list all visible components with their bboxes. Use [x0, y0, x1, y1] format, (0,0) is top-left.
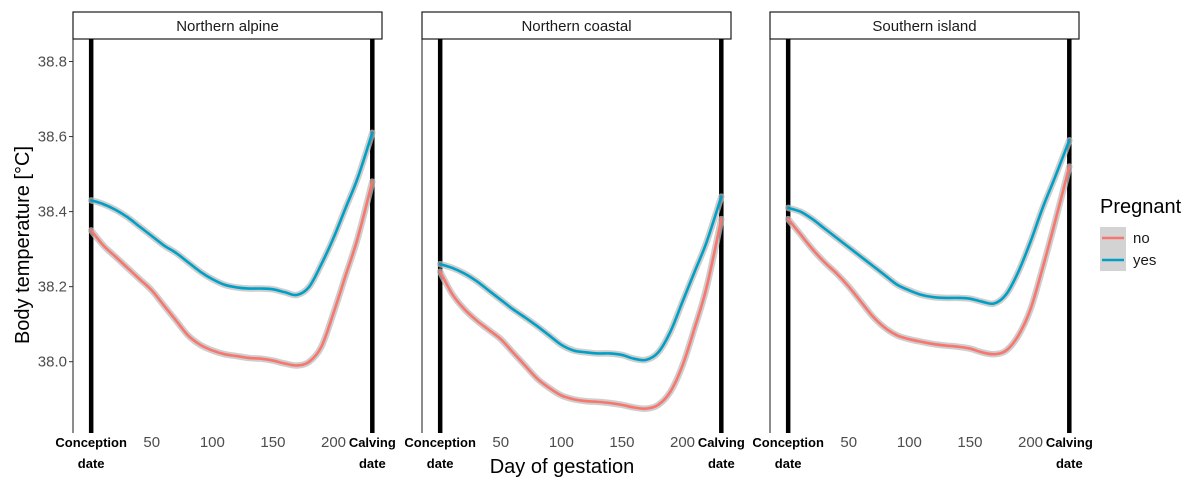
y-tick-label: 38.4 — [38, 204, 67, 221]
event-label: date — [427, 456, 454, 471]
strip-label: Southern island — [872, 18, 976, 35]
y-tick-label: 38.2 — [38, 279, 67, 296]
y-tick-label: 38.0 — [38, 354, 67, 371]
legend-title: Pregnant — [1100, 196, 1182, 218]
event-label: date — [78, 456, 105, 471]
y-axis-title: Body temperature [°C] — [12, 146, 34, 344]
legend-label-yes: yes — [1133, 252, 1156, 269]
confidence-band — [788, 140, 1069, 304]
x-tick-label: 200 — [321, 434, 346, 451]
y-tick-label: 38.8 — [38, 54, 67, 71]
x-tick-label: 50 — [840, 434, 857, 451]
event-label: date — [359, 456, 386, 471]
x-tick-label: 150 — [609, 434, 634, 451]
series-line-yes — [440, 197, 721, 361]
facet-panel-3: Southern island 50 100 150 200 Conception date… — [752, 12, 1092, 471]
event-label: Conception — [55, 435, 127, 450]
event-label: Calving — [1046, 435, 1093, 450]
facet-panel-2: Northern coastal 50 100 150 200 Conception dat… — [404, 12, 744, 471]
strip-label: Northern alpine — [176, 18, 279, 35]
x-tick-label: 50 — [492, 434, 509, 451]
strip-label: Northern coastal — [521, 18, 631, 35]
event-label: Calving — [698, 435, 745, 450]
event-label: date — [708, 456, 735, 471]
x-tick-label: 100 — [549, 434, 574, 451]
event-label: Conception — [752, 435, 824, 450]
series-line-no — [788, 167, 1069, 355]
legend-label-no: no — [1133, 230, 1150, 247]
x-tick-label: 200 — [670, 434, 695, 451]
y-tick-label: 38.6 — [38, 129, 67, 146]
facet-panels: Northern alpine 38.0 38.2 38.4 38.6 38.8 50 100… — [38, 12, 1093, 471]
x-tick-label: 150 — [260, 434, 285, 451]
x-tick-label: 150 — [957, 434, 982, 451]
facet-panel-1: Northern alpine 38.0 38.2 38.4 38.6 38.8 50 100… — [38, 12, 396, 471]
x-tick-label: 50 — [143, 434, 160, 451]
confidence-band — [788, 167, 1069, 355]
x-axis-title: Day of gestation — [490, 456, 635, 477]
event-label: Calving — [349, 435, 396, 450]
confidence-band — [440, 197, 721, 361]
legend: Pregnant no yes — [1100, 196, 1182, 271]
series-line-yes — [788, 140, 1069, 304]
event-label: date — [1056, 456, 1083, 471]
series-line-no — [91, 182, 372, 366]
event-label: Conception — [404, 435, 476, 450]
x-tick-label: 200 — [1018, 434, 1043, 451]
event-label: date — [775, 456, 802, 471]
x-tick-label: 100 — [200, 434, 225, 451]
x-tick-label: 100 — [897, 434, 922, 451]
